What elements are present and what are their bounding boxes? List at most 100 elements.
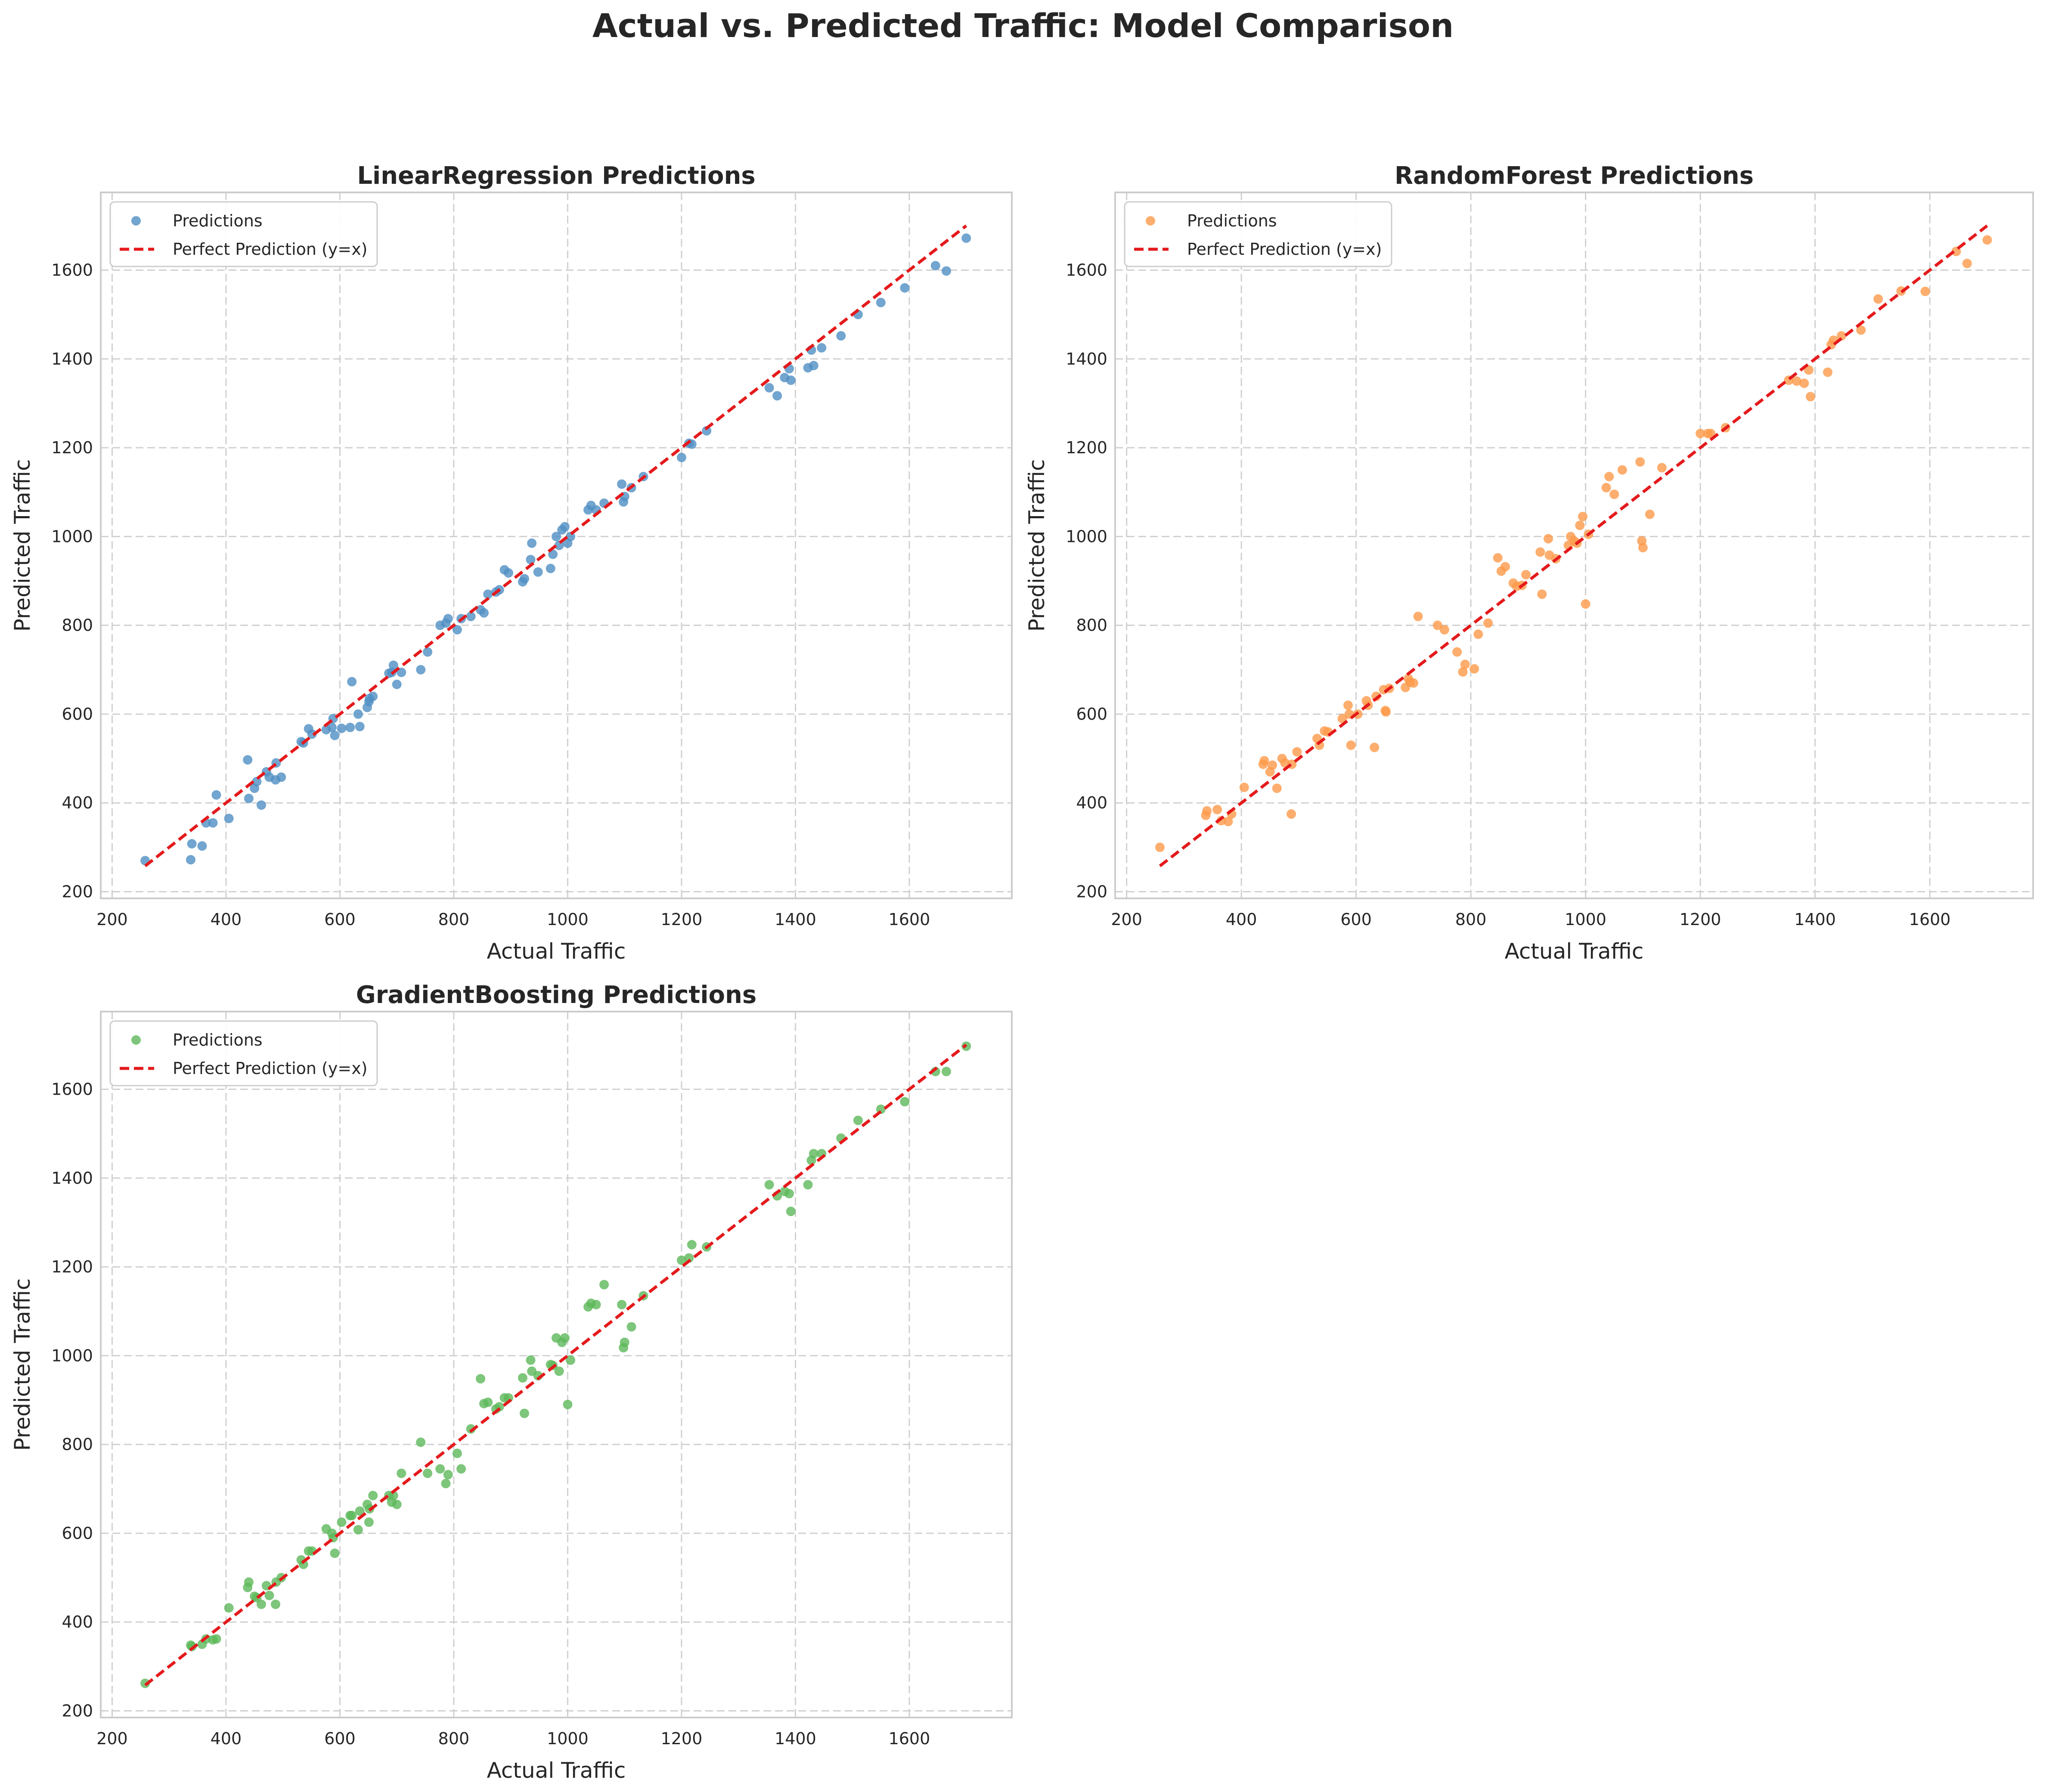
data-point: [244, 1577, 254, 1587]
data-point: [416, 665, 426, 675]
data-point: [552, 532, 561, 542]
y-tick-label: 600: [62, 1524, 93, 1543]
data-point: [1239, 783, 1249, 792]
data-point: [466, 612, 476, 622]
data-point: [1272, 783, 1282, 793]
data-point: [626, 1322, 636, 1332]
x-tick-label: 1000: [1565, 910, 1606, 929]
data-point: [1657, 463, 1667, 473]
data-point: [1982, 235, 1992, 245]
y-tick-label: 800: [62, 1435, 93, 1454]
data-point: [900, 1097, 910, 1107]
data-point: [423, 1468, 433, 1478]
data-point: [353, 1525, 363, 1535]
x-tick-label: 600: [1340, 910, 1372, 929]
y-tick-label: 400: [1076, 793, 1107, 812]
data-point: [1292, 747, 1302, 757]
data-point: [961, 233, 971, 243]
reference-line: [144, 1043, 967, 1687]
data-point: [252, 777, 262, 786]
y-tick-label: 1400: [1066, 350, 1107, 368]
data-point: [1458, 667, 1468, 677]
data-point: [364, 1517, 374, 1527]
data-point: [1544, 534, 1553, 544]
data-point: [298, 1560, 308, 1569]
legend: Predictions Perfect Prediction (y=x): [109, 1020, 378, 1086]
data-point: [1920, 287, 1930, 297]
x-axis-label: Actual Traffic: [487, 1758, 626, 1783]
y-tick-label: 1000: [1066, 527, 1107, 546]
y-tick-label: 1200: [1066, 438, 1107, 457]
data-point: [1408, 678, 1418, 688]
legend-label-reference: Perfect Prediction (y=x): [173, 240, 368, 259]
y-tick-label: 600: [62, 705, 93, 724]
data-point: [809, 1149, 818, 1159]
data-point: [526, 1355, 536, 1365]
legend-box: [1124, 201, 1392, 267]
data-point: [345, 722, 355, 732]
data-point: [388, 660, 398, 670]
data-point: [355, 721, 365, 731]
legend-box: [109, 201, 378, 267]
y-tick-label: 800: [62, 616, 93, 635]
data-point: [368, 691, 378, 701]
data-point: [443, 1470, 453, 1479]
legend-label-predictions: Predictions: [173, 211, 263, 230]
x-tick-label: 200: [96, 1729, 128, 1748]
data-point: [599, 1280, 609, 1290]
subplot-title: LinearRegression Predictions: [357, 162, 755, 190]
figure-title: Actual vs. Predicted Traffic: Model Comp…: [592, 6, 1454, 45]
data-point: [416, 1437, 426, 1447]
data-point: [1535, 547, 1545, 557]
data-point: [1575, 520, 1585, 530]
data-point: [546, 563, 555, 573]
data-point: [560, 522, 570, 532]
data-point: [620, 1337, 629, 1347]
y-tick-label: 1000: [51, 1346, 93, 1365]
legend-marker: [131, 216, 141, 226]
y-tick-label: 200: [62, 882, 93, 901]
data-point: [684, 1253, 694, 1263]
data-point: [941, 1067, 951, 1077]
data-point: [1581, 599, 1590, 609]
data-point: [518, 1373, 527, 1383]
y-tick-label: 1600: [51, 1080, 93, 1099]
data-point: [526, 555, 536, 565]
x-axis-label: Actual Traffic: [487, 939, 626, 964]
y-tick-label: 600: [1076, 705, 1107, 724]
x-tick-label: 800: [1455, 910, 1487, 929]
data-point: [435, 1464, 445, 1474]
data-point: [1469, 664, 1479, 674]
data-point: [1460, 659, 1470, 669]
data-point: [1706, 429, 1716, 439]
data-point: [397, 1468, 406, 1478]
x-tick-label: 1400: [775, 910, 816, 929]
y-tick-label: 1200: [51, 1257, 93, 1276]
data-point: [368, 1491, 378, 1501]
data-point: [330, 1548, 340, 1558]
data-point: [347, 1510, 357, 1520]
y-tick-label: 1200: [51, 438, 93, 457]
data-point: [243, 755, 253, 765]
data-point: [1286, 809, 1296, 819]
plot-frame: [1114, 192, 2034, 899]
data-point: [256, 1599, 266, 1609]
data-point: [1805, 392, 1815, 402]
data-point: [566, 1355, 576, 1365]
data-point: [397, 667, 406, 677]
data-point: [1645, 509, 1655, 519]
subplot-1: 200 400 600 800 1000 1200 1400 1600 200 400 600 800…: [10, 162, 1013, 964]
y-tick-label: 1400: [51, 1169, 93, 1188]
data-point: [441, 1479, 451, 1489]
data-point: [208, 818, 218, 828]
subplot-3: 200 400 600 800 1000 1200 1400 1600 200 400 600 800…: [10, 981, 1013, 1783]
data-point: [327, 722, 337, 732]
data-point: [941, 266, 951, 276]
data-point: [687, 1240, 697, 1250]
data-point: [836, 331, 846, 341]
data-point: [876, 297, 886, 307]
data-point: [1962, 259, 1972, 269]
x-tick-label: 1200: [661, 1729, 703, 1748]
x-tick-label: 200: [1111, 910, 1142, 929]
legend-marker: [131, 1035, 141, 1045]
